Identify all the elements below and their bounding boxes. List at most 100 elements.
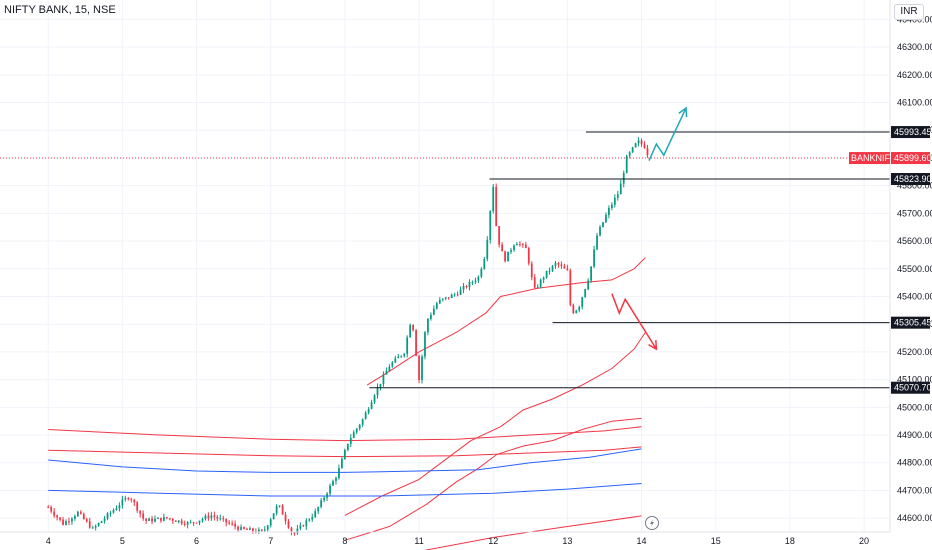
candle-body: [180, 520, 183, 524]
moving-average-line: [366, 257, 646, 386]
candle-body: [127, 498, 130, 500]
candle-body: [465, 286, 468, 288]
candle-body: [578, 306, 581, 311]
time-tick-label: 20: [859, 536, 869, 546]
candle-body: [341, 458, 343, 469]
candle-body: [418, 355, 420, 380]
candle-body: [269, 519, 272, 526]
candle-body: [281, 505, 284, 515]
projection-path[interactable]: [648, 107, 687, 162]
moving-average-line: [423, 515, 642, 550]
candle-body: [569, 270, 572, 305]
time-tick-label: 6: [194, 536, 199, 546]
candle-body: [530, 263, 533, 278]
candle-body: [637, 140, 640, 144]
candle-body: [216, 516, 219, 519]
moving-average-line: [48, 446, 642, 458]
time-axis[interactable]: 4 5 6 7 8 11 12 13 14 15 18 20: [46, 536, 869, 546]
candle-body: [317, 507, 320, 512]
candle-body: [385, 370, 388, 375]
price-tick-label: 45100.00: [897, 375, 932, 385]
candle-body: [97, 523, 100, 527]
candle-body: [566, 268, 569, 271]
candle-body: [302, 525, 305, 527]
projection-arrows[interactable]: [611, 106, 688, 351]
candle-body: [435, 303, 438, 309]
time-tick-label: 15: [711, 536, 721, 546]
candle-body: [379, 383, 382, 388]
candle-body: [311, 517, 314, 520]
level-price-label: 45993.45: [894, 127, 932, 137]
time-tick-label: 18: [785, 536, 795, 546]
level-price-badge: [891, 316, 930, 329]
currency-button[interactable]: INR: [894, 4, 924, 20]
candlesticks: [47, 137, 649, 536]
candle-body: [355, 428, 358, 433]
candle-body: [177, 520, 180, 522]
candle-body: [124, 498, 127, 500]
grid-lines: [0, 0, 890, 532]
candle-body: [272, 513, 275, 520]
candle-body: [103, 518, 106, 522]
candle-body: [474, 280, 477, 282]
candle-body: [557, 263, 560, 265]
candle-body: [587, 280, 590, 290]
projection-path[interactable]: [611, 293, 658, 350]
candle-body: [364, 412, 367, 420]
candle-body: [329, 485, 331, 494]
candle-body: [237, 526, 239, 530]
candle-body: [189, 522, 192, 524]
candle-body: [171, 518, 174, 521]
level-price-badge: [891, 381, 930, 394]
symbol-title[interactable]: NIFTY BANK, 15, NSE: [4, 4, 116, 16]
candle-body: [640, 140, 643, 145]
candle-body: [412, 324, 414, 331]
candle-body: [249, 528, 251, 530]
candle-body: [394, 358, 397, 363]
candle-body: [50, 507, 53, 512]
candle-body: [240, 527, 242, 530]
price-tick-label: 45500.00: [897, 264, 932, 274]
candle-body: [213, 515, 216, 517]
candle-body: [53, 511, 56, 516]
candle-body: [616, 194, 619, 198]
candle-body: [471, 281, 474, 283]
candle-body: [133, 499, 136, 503]
price-tick-label: 45000.00: [897, 402, 932, 412]
candle-body: [139, 510, 142, 514]
candle-body: [243, 527, 245, 529]
candle-body: [168, 518, 171, 520]
candle-body: [631, 147, 634, 153]
candle-body: [257, 529, 260, 533]
candle-body: [533, 277, 536, 288]
candle-body: [438, 299, 441, 304]
candle-body: [397, 356, 400, 359]
candle-body: [91, 527, 94, 529]
candle-body: [275, 505, 278, 514]
time-tick-label: 5: [120, 536, 125, 546]
candle-body: [498, 226, 501, 245]
candle-body: [370, 402, 373, 409]
lightning-icon[interactable]: [645, 516, 659, 530]
candle-body: [130, 499, 133, 501]
time-tick-label: 13: [562, 536, 572, 546]
horizontal-levels[interactable]: [0, 131, 890, 389]
moving-average-line: [48, 448, 642, 473]
candle-body: [646, 148, 649, 156]
candle-body: [85, 519, 88, 522]
time-tick-label: 11: [414, 536, 423, 546]
candle-body: [605, 214, 607, 223]
candle-body: [403, 353, 406, 356]
candle-body: [219, 518, 222, 520]
candle-body: [421, 356, 423, 380]
candle-body: [575, 310, 578, 313]
symbol-badge-label: BANKNIFTY: [851, 153, 902, 163]
last-price-label: 45899.60: [894, 153, 932, 163]
candle-body: [501, 244, 503, 252]
candle-body: [346, 443, 349, 450]
candle-body: [296, 528, 299, 534]
candle-body: [142, 513, 145, 519]
candle-body: [293, 532, 296, 534]
candle-body: [62, 519, 64, 525]
